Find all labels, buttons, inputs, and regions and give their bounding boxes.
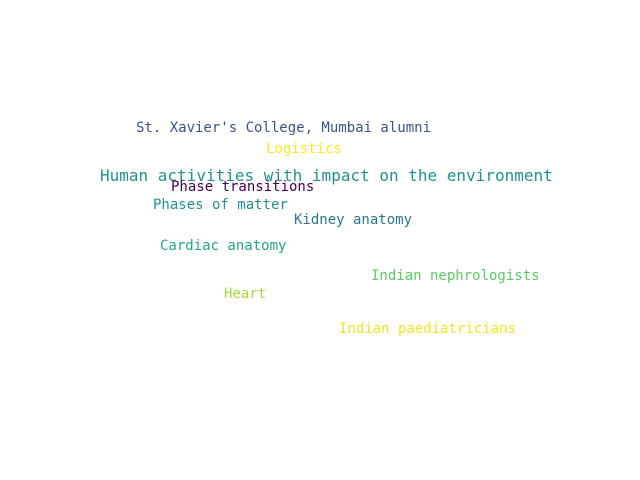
word-heart: Heart [224, 286, 267, 302]
word-human-activities-environment: Human activities with impact on the envi… [100, 166, 553, 185]
word-indian-nephrologists: Indian nephrologists [371, 268, 540, 284]
word-phase-transitions: Phase transitions [171, 179, 315, 195]
word-phases-of-matter: Phases of matter [153, 197, 288, 213]
word-kidney-anatomy: Kidney anatomy [294, 212, 413, 228]
word-logistics: Logistics [266, 141, 342, 157]
word-st-xaviers-college-alumni: St. Xavier's College, Mumbai alumni [136, 120, 432, 136]
word-indian-paediatricians: Indian paediatricians [339, 321, 517, 337]
word-cardiac-anatomy: Cardiac anatomy [160, 238, 287, 254]
